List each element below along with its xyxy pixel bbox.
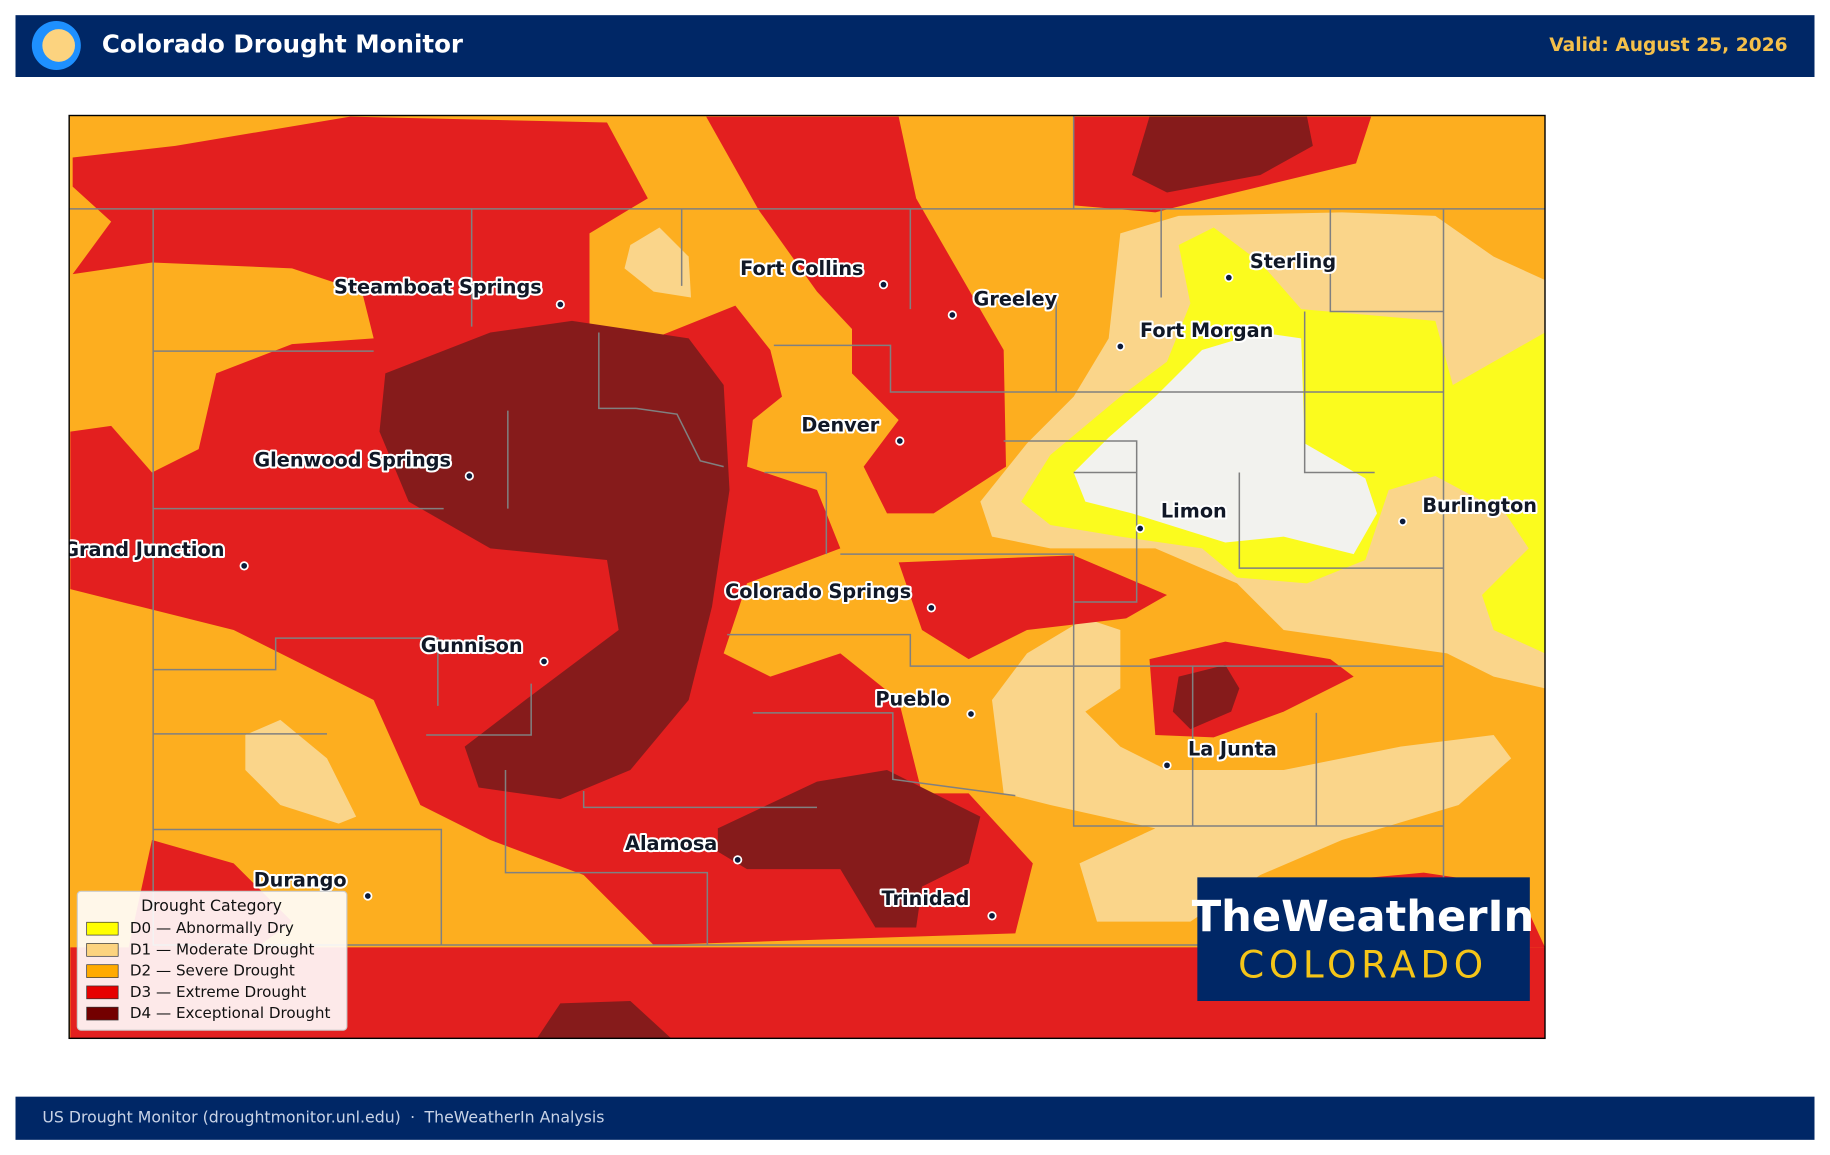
footer-separator: · (410, 1107, 415, 1126)
footer-credit: TheWeatherIn Analysis (424, 1107, 605, 1126)
header-title: Colorado Drought Monitor (102, 30, 464, 59)
drought-map: Steamboat Springs Fort Collins Greeley Ster… (63, 115, 1546, 1039)
city-label: Fort Collins (740, 257, 863, 280)
header-bar (15, 15, 1815, 77)
legend-label: D0 — Abnormally Dry (130, 919, 294, 937)
city-label: Alamosa (625, 832, 717, 855)
city-label: Glenwood Springs (254, 448, 451, 471)
legend-label: D3 — Extreme Drought (130, 983, 306, 1001)
city-label: Burlington (1422, 494, 1537, 517)
city-dot (895, 436, 905, 446)
city-dot (539, 656, 549, 667)
city-label: Gunnison (421, 634, 523, 657)
legend-swatch (86, 964, 119, 978)
city-label: Pueblo (875, 688, 949, 711)
city-dot (733, 855, 743, 865)
city-dot (1135, 523, 1145, 534)
city-dot (1398, 516, 1408, 527)
map-frame (68, 114, 1546, 1040)
legend-label: D2 — Severe Drought (130, 962, 295, 980)
city-dot (987, 911, 997, 921)
logo-subtext: COLORADO (1238, 943, 1488, 987)
d4-areas (379, 116, 1313, 1039)
city-label: Steamboat Springs (334, 276, 542, 299)
footer-bar (15, 1096, 1815, 1140)
county-lines (69, 115, 1546, 946)
city-dot (1224, 273, 1234, 283)
legend-box (76, 890, 348, 1031)
city-label: La Junta (1188, 738, 1277, 761)
legend-label: D1 — Moderate Drought (130, 940, 315, 958)
city-dot (878, 280, 889, 290)
legend-swatch (86, 943, 119, 957)
city-label: Trinidad (882, 887, 970, 910)
city-label: Greeley (974, 287, 1058, 310)
city-label: Denver (801, 413, 879, 436)
no-drought-area (1073, 332, 1377, 555)
city-label: Grand Junction (63, 538, 224, 561)
logo-text: TheWeatherIn (1192, 892, 1535, 942)
city-dot (926, 603, 936, 613)
city-dot (363, 891, 373, 901)
city-label: Fort Morgan (1140, 319, 1273, 342)
logo-sun (42, 29, 75, 62)
legend-swatch (86, 985, 119, 1000)
legend: Drought Category D0 — Abnormally Dry D1 —… (76, 890, 348, 1031)
footer-source: US Drought Monitor (droughtmonitor.unl.e… (42, 1107, 400, 1126)
city-dot (947, 310, 957, 320)
city-dot (464, 471, 474, 481)
valid-date: Valid: August 25, 2026 (1549, 35, 1787, 56)
city-dot (1115, 341, 1125, 352)
legend-swatch (86, 1006, 119, 1021)
city-label: Colorado Springs (725, 580, 911, 603)
legend-label: D4 — Exceptional Drought (130, 1004, 331, 1022)
city-dot (555, 299, 565, 310)
legend-title: Drought Category (141, 896, 282, 915)
city-label: Durango (254, 868, 347, 891)
footer-text: US Drought Monitor (droughtmonitor.unl.e… (42, 1107, 604, 1126)
city-label: Limon (1161, 500, 1227, 523)
legend-swatch (86, 921, 119, 936)
city-markers: Steamboat Springs Fort Collins Greeley Ster… (63, 248, 1539, 921)
city-dot (966, 709, 976, 719)
city-dot (1162, 760, 1172, 770)
city-label: Sterling (1250, 250, 1336, 273)
brand-logo (1197, 877, 1530, 1001)
city-dot (239, 561, 249, 571)
